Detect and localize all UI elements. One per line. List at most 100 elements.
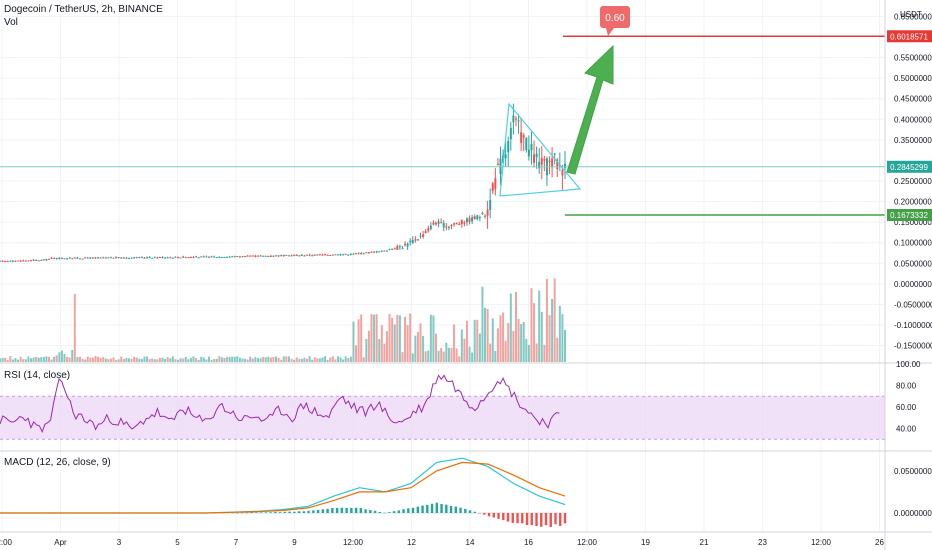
candle-body: [189, 257, 192, 259]
candle-body: [182, 256, 185, 258]
candle-body: [9, 260, 12, 262]
macd-histogram-bar: [478, 513, 481, 514]
macd-histogram-bar: [383, 512, 386, 514]
volume-bar: [146, 356, 149, 362]
macd-histogram-bar: [521, 513, 524, 524]
macd-histogram-bar: [269, 512, 272, 513]
volume-bar: [478, 333, 481, 362]
candle-body: [316, 254, 319, 256]
rsi-band: [0, 396, 885, 440]
y-tick-label: 0.4500000: [894, 95, 932, 104]
volume-bar: [104, 358, 107, 362]
volume-bar: [318, 358, 321, 362]
volume-bar: [73, 294, 76, 362]
candle-body: [251, 255, 254, 257]
volume-bar: [228, 356, 231, 362]
volume-bar: [223, 358, 226, 362]
candle-body: [484, 215, 487, 217]
candle-body: [476, 215, 479, 220]
candle-body: [215, 257, 218, 259]
volume-bar: [127, 358, 130, 362]
macd-histogram-bar: [283, 511, 287, 513]
volume-bar: [1, 357, 4, 362]
macd-histogram-bar: [530, 513, 533, 526]
macd-histogram-bar: [245, 512, 249, 514]
volume-bar: [355, 345, 358, 362]
currency-label: USDT: [900, 10, 922, 19]
candle-body: [326, 254, 329, 256]
symbol-title[interactable]: Dogecoin / TetherUS, 2h, BINANCE: [4, 4, 163, 15]
candle-body: [450, 225, 453, 227]
price-callout-box: [600, 6, 630, 28]
macd-histogram-bar: [354, 507, 358, 513]
candle-body: [422, 234, 425, 237]
candle-body: [233, 256, 236, 258]
volume-bar: [238, 357, 241, 362]
candle-body: [138, 256, 141, 258]
candle-body: [306, 254, 309, 256]
volume-bar: [202, 357, 205, 362]
volume-bar: [78, 356, 81, 362]
volume-bar: [393, 324, 396, 362]
volume-bar: [344, 356, 347, 362]
x-tick-label: 12:00: [0, 538, 13, 547]
candle-body: [385, 250, 388, 252]
volume-bar: [378, 338, 381, 362]
volume-bar: [151, 358, 154, 362]
y-tick-label: 0.0500000: [894, 259, 932, 268]
macd-histogram-bar: [492, 513, 495, 518]
volume-bar: [491, 318, 494, 362]
volume-bar: [419, 323, 422, 362]
volume-bar: [481, 286, 484, 362]
candle-body: [99, 257, 102, 259]
candle-body: [380, 250, 383, 252]
candle-body: [89, 257, 92, 259]
volume-bar: [207, 356, 210, 362]
x-tick-label: 12:00: [811, 538, 832, 547]
macd-histogram-bar: [497, 513, 500, 519]
macd-histogram-bar: [397, 510, 401, 513]
macd-histogram-bar: [516, 513, 519, 524]
volume-bar: [53, 356, 56, 362]
volume-bar: [342, 359, 345, 362]
candle-body: [14, 260, 17, 262]
price-pane: [0, 103, 566, 263]
volume-bar: [520, 324, 523, 362]
y-tick-label: -0.0500000: [894, 300, 932, 309]
macd-histogram-bar: [402, 509, 405, 513]
volume-bar: [432, 315, 435, 362]
volume-bar: [19, 356, 22, 362]
x-tick-label: 12:00: [343, 538, 364, 547]
candle-body: [538, 162, 541, 169]
candle-body: [249, 255, 252, 257]
macd-label[interactable]: MACD (12, 26, close, 9): [4, 457, 111, 468]
volume-bar: [81, 358, 84, 362]
volume-bar: [259, 358, 262, 362]
volume-bar: [308, 356, 311, 362]
candle-body: [375, 251, 378, 253]
volume-bar: [287, 356, 290, 362]
macd-histogram-bar: [502, 513, 505, 521]
volume-bar: [385, 331, 388, 362]
candle-body: [504, 154, 507, 159]
rsi-label[interactable]: RSI (14, close): [4, 370, 71, 381]
volume-bar: [220, 357, 223, 362]
macd-histogram-bar: [454, 506, 457, 513]
candle-body: [42, 259, 45, 261]
volume-bar: [45, 356, 48, 362]
candle-body: [213, 256, 216, 258]
macd-histogram-bar: [549, 513, 552, 527]
candle-body: [29, 260, 32, 262]
volume-bar: [530, 288, 533, 362]
volume-bar: [440, 348, 443, 362]
candle-body: [282, 254, 285, 256]
volume-bar: [458, 356, 461, 362]
macd-histogram-bar: [250, 512, 253, 514]
grid-lines: [0, 0, 885, 532]
volume-bar: [213, 358, 216, 362]
y-tick-label: 0.4000000: [894, 115, 932, 124]
y-tick-label: 0.1500000: [894, 218, 932, 227]
candle-body: [122, 257, 125, 259]
